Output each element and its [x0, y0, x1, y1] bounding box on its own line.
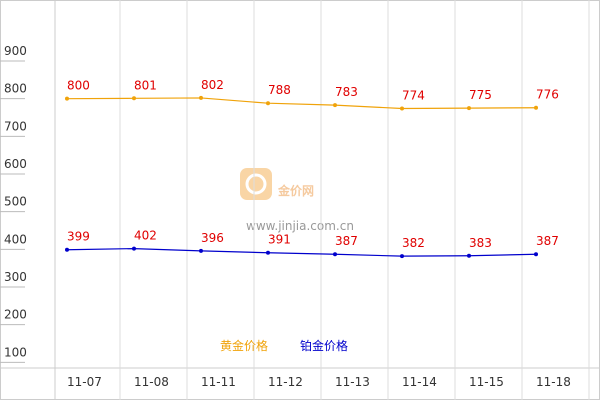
- y-tick-label: 200: [4, 308, 27, 322]
- point: [266, 250, 270, 255]
- x-tick-label: 11-14: [402, 375, 437, 389]
- y-tick-label: 600: [4, 157, 27, 171]
- value-label: 399: [67, 230, 90, 244]
- point: [199, 95, 203, 100]
- watermark-brand: 金价网: [277, 183, 314, 198]
- series-line: [66, 97, 537, 110]
- point: [333, 103, 337, 108]
- y-tick-label: 500: [4, 195, 27, 209]
- y-tick-label: 700: [4, 119, 27, 133]
- point: [467, 253, 471, 258]
- value-label: 382: [402, 236, 425, 250]
- point: [534, 105, 538, 110]
- legend-label: 铂金价格: [300, 338, 348, 353]
- y-tick-label: 800: [4, 82, 27, 96]
- value-label: 383: [469, 236, 492, 250]
- point: [65, 96, 69, 101]
- series-line: [66, 247, 537, 257]
- point: [400, 106, 404, 111]
- x-tick-label: 11-11: [201, 375, 236, 389]
- x-tick-label: 11-07: [67, 375, 102, 389]
- x-tick-label: 11-15: [469, 375, 504, 389]
- value-label: 776: [536, 88, 559, 102]
- value-label: 402: [134, 229, 157, 243]
- y-tick-label: 900: [4, 44, 27, 58]
- value-label: 387: [536, 234, 559, 248]
- y-tick-label: 300: [4, 270, 27, 284]
- value-label: 391: [268, 233, 291, 247]
- value-label: 802: [201, 78, 224, 92]
- value-label: 783: [335, 85, 358, 99]
- value-label: 801: [134, 78, 157, 92]
- value-label: 800: [67, 79, 90, 93]
- point: [65, 247, 69, 252]
- point: [266, 101, 270, 106]
- point: [132, 96, 136, 101]
- x-tick-label: 11-12: [268, 375, 303, 389]
- point: [467, 106, 471, 111]
- watermark-logo: [240, 168, 272, 200]
- value-label: 774: [402, 88, 425, 102]
- y-tick-label: 100: [4, 345, 27, 359]
- point: [400, 254, 404, 259]
- x-tick-label: 11-08: [134, 375, 169, 389]
- point: [333, 252, 337, 257]
- value-label: 387: [335, 234, 358, 248]
- x-tick-label: 11-18: [536, 375, 571, 389]
- value-label: 788: [268, 83, 291, 97]
- value-label: 775: [469, 88, 492, 102]
- watermark-url: www.jinjia.com.cn: [246, 219, 354, 233]
- point: [534, 252, 538, 257]
- value-label: 396: [201, 231, 224, 245]
- y-tick-label: 400: [4, 232, 27, 246]
- point: [132, 246, 136, 251]
- legend-label: 黄金价格: [220, 338, 268, 353]
- x-tick-label: 11-13: [335, 375, 370, 389]
- point: [199, 248, 203, 253]
